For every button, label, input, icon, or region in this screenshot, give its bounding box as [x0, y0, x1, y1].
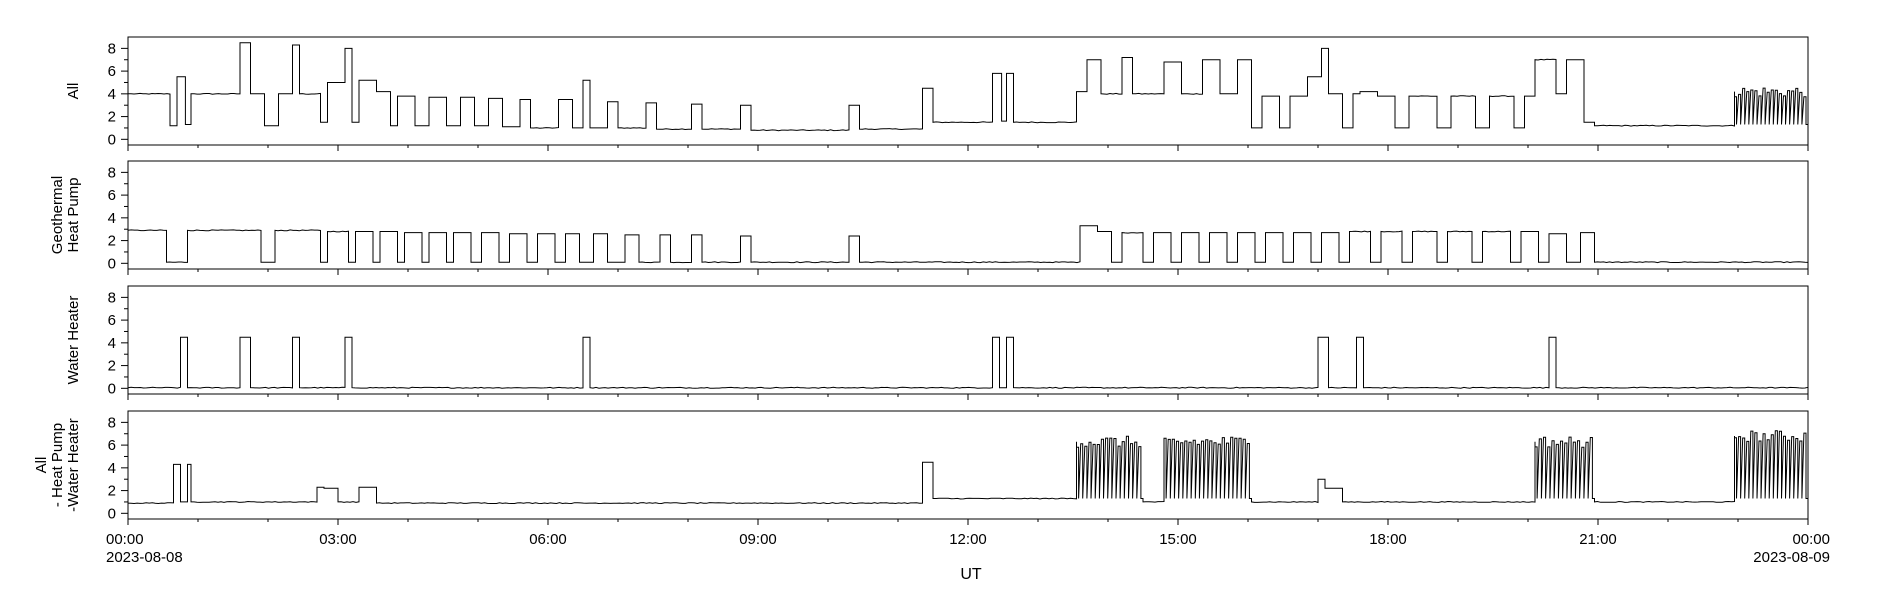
- series-line: [127, 336, 1809, 389]
- panel-3: 0 2 4 6 8 Water Heater: [65, 285, 1809, 400]
- x-tick-label: 00:00: [106, 531, 144, 548]
- y-tick-label: 2: [108, 358, 116, 375]
- y-axis-label-line: All: [33, 457, 50, 474]
- y-tick-label: 2: [108, 109, 116, 126]
- y-tick-label: 0: [108, 505, 116, 522]
- y-tick-label: 4: [108, 86, 116, 103]
- y-tick-label: 4: [108, 210, 116, 227]
- y-tick-label: 8: [108, 164, 116, 181]
- y-tick-label: 8: [108, 289, 116, 306]
- y-tick-label: 6: [108, 312, 116, 329]
- y-tick-label: 4: [108, 460, 116, 477]
- y-tick-label: 8: [108, 414, 116, 431]
- x-tick-date: 2023-08-09: [1753, 549, 1830, 566]
- y-axis-label-line: All: [65, 83, 82, 100]
- y-axis-label-line: Water Heater: [65, 296, 82, 385]
- x-tick-date: 2023-08-08: [106, 549, 183, 566]
- y-tick-label: 0: [108, 131, 116, 148]
- y-tick-label: 6: [108, 187, 116, 204]
- y-tick-label: 0: [108, 255, 116, 272]
- y-axis-label-line: Geothermal: [49, 176, 66, 254]
- x-tick-label: 18:00: [1369, 531, 1407, 548]
- x-tick-label: 12:00: [949, 531, 987, 548]
- series-line: [127, 225, 1809, 264]
- y-tick-label: 4: [108, 335, 116, 352]
- panel-4: 0 2 4 6 8 All - Heat Pump -Water Heater: [33, 410, 1809, 525]
- x-tick-label: 06:00: [529, 531, 567, 548]
- y-tick-label: 6: [108, 437, 116, 454]
- y-axis-label-line: -Water Heater: [65, 418, 82, 512]
- panel-1: 0 2 4 6 8 All: [65, 36, 1809, 151]
- y-tick-label: 0: [108, 380, 116, 397]
- series-line: [127, 430, 1808, 505]
- x-tick-label: 15:00: [1159, 531, 1197, 548]
- panels: 0 2 4 6 8 All 0 2 4 6 8 Geothermal Heat Pump 0 2 4 6 8 Wat…: [33, 36, 1809, 525]
- x-tick-label: 21:00: [1579, 531, 1617, 548]
- x-tick-label: 09:00: [739, 531, 777, 548]
- x-tick-label: 03:00: [319, 531, 357, 548]
- y-tick-label: 2: [108, 233, 116, 250]
- y-tick-label: 2: [108, 483, 116, 500]
- y-tick-label: 8: [108, 40, 116, 57]
- series-line: [127, 42, 1808, 132]
- x-axis-label: UT: [960, 566, 982, 583]
- x-tick-label: 00:00: [1792, 531, 1830, 548]
- y-axis-label-line: - Heat Pump: [49, 423, 66, 507]
- panel-2: 0 2 4 6 8 Geothermal Heat Pump: [49, 160, 1809, 275]
- y-tick-label: 6: [108, 63, 116, 80]
- y-axis-label-line: Heat Pump: [65, 177, 82, 252]
